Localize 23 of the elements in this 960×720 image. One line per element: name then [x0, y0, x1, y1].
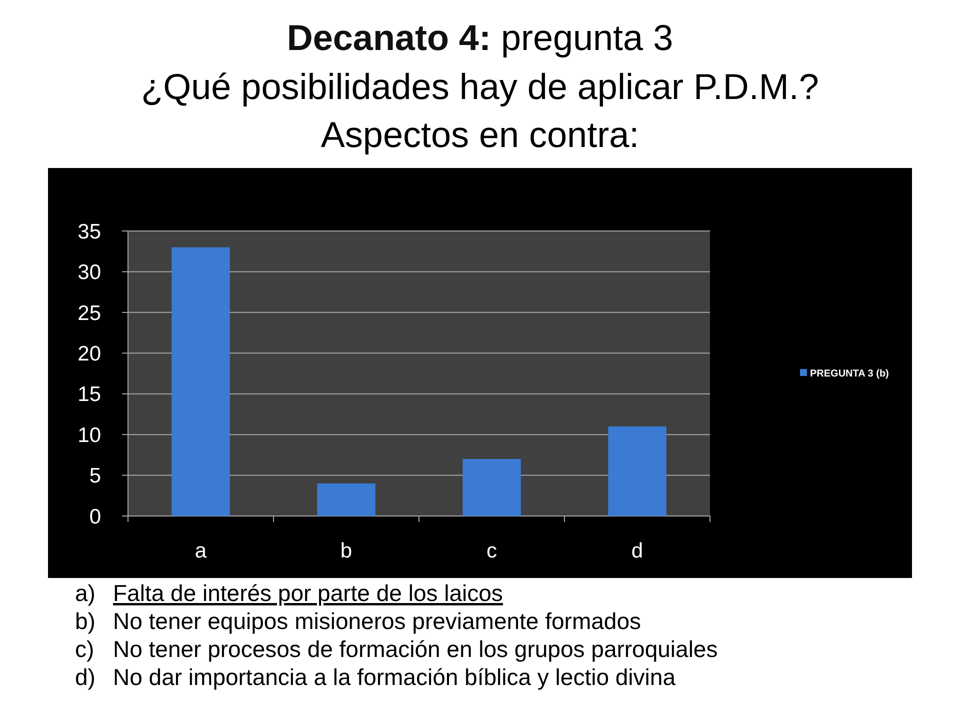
y-tick-label: 25	[78, 302, 101, 325]
y-tick-label: 15	[78, 383, 101, 406]
bar	[317, 483, 376, 516]
y-tick-label: 5	[89, 464, 101, 488]
x-tick-label: c	[486, 539, 497, 562]
text: a) Falta de interés por parte de los laicos	[75, 580, 503, 606]
bar	[608, 426, 666, 516]
bar	[172, 247, 230, 516]
text: b) No tener equipos misioneros previamente formados	[75, 608, 641, 634]
y-tick-label: 30	[78, 261, 101, 284]
y-tick-label: 0	[89, 505, 101, 528]
bar	[462, 459, 521, 516]
chart-title: Decanato 4: pregunta 3	[286, 17, 674, 58]
x-tick-label: a	[194, 539, 207, 562]
y-tick-label: 20	[78, 342, 101, 366]
y-tick-label: 35	[78, 220, 101, 244]
legend-label: PREGUNTA 3 (b)	[810, 368, 889, 380]
x-tick-label: d	[631, 539, 644, 562]
x-tick-label: b	[340, 539, 352, 562]
text: c) No tener procesos de formación en los grupos parroquiales	[75, 636, 718, 662]
text: d) No dar importancia a la formación bíblica y lectio divina	[75, 664, 676, 690]
y-tick-label: 10	[78, 424, 101, 447]
chart-subtitle: ¿Qué posibilidades hay de aplicar P.D.M.? Aspectos en contra:	[141, 66, 819, 155]
